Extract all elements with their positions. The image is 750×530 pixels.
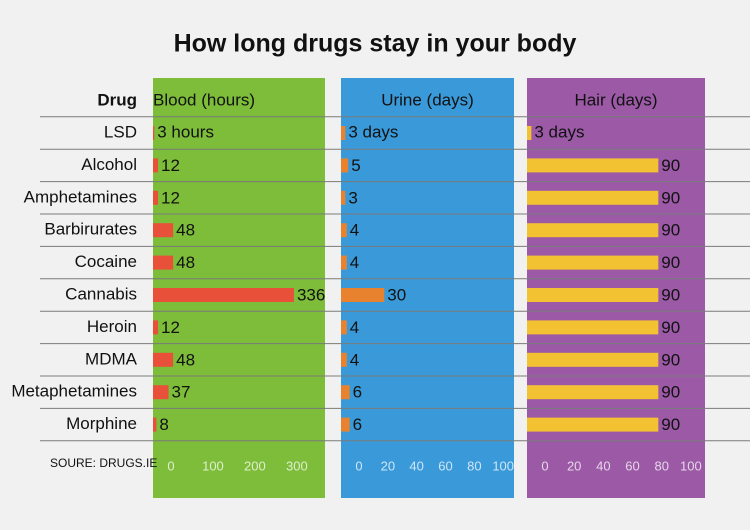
x-tick-label: 100 bbox=[202, 458, 224, 473]
value-label: 3 days bbox=[534, 122, 584, 141]
bar bbox=[527, 352, 659, 367]
bar bbox=[341, 223, 347, 238]
category-label: MDMA bbox=[85, 349, 138, 368]
category-label: Barbirurates bbox=[44, 220, 137, 239]
x-tick-label: 60 bbox=[438, 458, 452, 473]
bar bbox=[527, 126, 532, 140]
value-label: 12 bbox=[161, 188, 180, 207]
category-label: Metaphetamines bbox=[11, 382, 137, 401]
category-label: Amphetamines bbox=[24, 187, 137, 206]
value-label: 12 bbox=[161, 156, 180, 175]
category-label: LSD bbox=[104, 122, 137, 141]
x-tick-label: 20 bbox=[567, 458, 581, 473]
value-label: 5 bbox=[351, 156, 360, 175]
x-tick-label: 100 bbox=[680, 458, 702, 473]
bar bbox=[341, 288, 385, 302]
value-label: 48 bbox=[176, 350, 195, 369]
value-label: 6 bbox=[353, 383, 362, 402]
bar bbox=[527, 190, 659, 205]
x-tick-label: 40 bbox=[596, 458, 610, 473]
bar bbox=[527, 385, 659, 400]
x-tick-label: 0 bbox=[355, 458, 362, 473]
bar bbox=[341, 255, 347, 270]
value-label: 90 bbox=[661, 350, 680, 369]
value-label: 90 bbox=[661, 221, 680, 240]
x-tick-label: 0 bbox=[167, 458, 174, 473]
panel-title: Hair (days) bbox=[574, 90, 657, 109]
x-tick-label: 300 bbox=[286, 458, 308, 473]
bar bbox=[341, 352, 347, 367]
bar bbox=[153, 223, 174, 238]
value-label: 90 bbox=[661, 383, 680, 402]
bar bbox=[153, 255, 174, 270]
value-label: 3 days bbox=[348, 122, 398, 141]
x-tick-label: 80 bbox=[467, 458, 481, 473]
bar bbox=[341, 190, 346, 205]
bar bbox=[341, 126, 346, 140]
bar bbox=[527, 255, 659, 270]
category-label: Morphine bbox=[66, 414, 137, 433]
bar bbox=[153, 385, 169, 400]
panel-title: Urine (days) bbox=[381, 90, 474, 109]
bar bbox=[153, 158, 159, 173]
category-label: Cocaine bbox=[75, 252, 137, 271]
x-tick-label: 60 bbox=[625, 458, 639, 473]
value-label: 37 bbox=[172, 383, 191, 402]
x-tick-label: 40 bbox=[409, 458, 423, 473]
value-label: 4 bbox=[350, 350, 359, 369]
bar bbox=[153, 190, 159, 205]
bar bbox=[153, 126, 155, 140]
bar bbox=[527, 158, 659, 173]
value-label: 4 bbox=[350, 318, 359, 337]
bar bbox=[341, 385, 350, 400]
chart-title: How long drugs stay in your body bbox=[174, 30, 577, 58]
x-tick-label: 100 bbox=[492, 458, 514, 473]
value-label: 3 hours bbox=[157, 122, 214, 141]
value-label: 90 bbox=[661, 318, 680, 337]
bar bbox=[153, 320, 159, 335]
x-tick-label: 200 bbox=[244, 458, 266, 473]
panel-title: Blood (hours) bbox=[153, 90, 255, 109]
value-label: 4 bbox=[350, 221, 359, 240]
value-label: 90 bbox=[661, 188, 680, 207]
value-label: 90 bbox=[661, 415, 680, 434]
value-label: 48 bbox=[176, 253, 195, 272]
value-label: 4 bbox=[350, 253, 359, 272]
value-label: 30 bbox=[387, 285, 406, 304]
value-label: 90 bbox=[661, 253, 680, 272]
bar bbox=[527, 223, 659, 238]
value-label: 3 bbox=[348, 188, 357, 207]
value-label: 48 bbox=[176, 221, 195, 240]
value-label: 90 bbox=[661, 285, 680, 304]
x-tick-label: 80 bbox=[654, 458, 668, 473]
bar bbox=[153, 417, 157, 432]
bar bbox=[527, 320, 659, 335]
bar bbox=[341, 320, 347, 335]
value-label: 90 bbox=[661, 156, 680, 175]
value-label: 8 bbox=[159, 415, 168, 434]
value-label: 6 bbox=[353, 415, 362, 434]
x-tick-label: 0 bbox=[541, 458, 548, 473]
bar bbox=[341, 158, 349, 173]
value-label: 336 bbox=[297, 285, 325, 304]
bar bbox=[153, 288, 294, 302]
category-label: Alcohol bbox=[81, 155, 137, 174]
category-header: Drug bbox=[97, 90, 137, 109]
bar bbox=[527, 288, 659, 302]
bar bbox=[341, 417, 350, 432]
x-tick-label: 20 bbox=[381, 458, 395, 473]
source-note: SOURE: DRUGS.IE bbox=[50, 456, 157, 470]
value-label: 12 bbox=[161, 318, 180, 337]
category-label: Heroin bbox=[87, 317, 137, 336]
bar bbox=[527, 417, 659, 432]
bar bbox=[153, 352, 174, 367]
category-label: Cannabis bbox=[65, 284, 137, 303]
